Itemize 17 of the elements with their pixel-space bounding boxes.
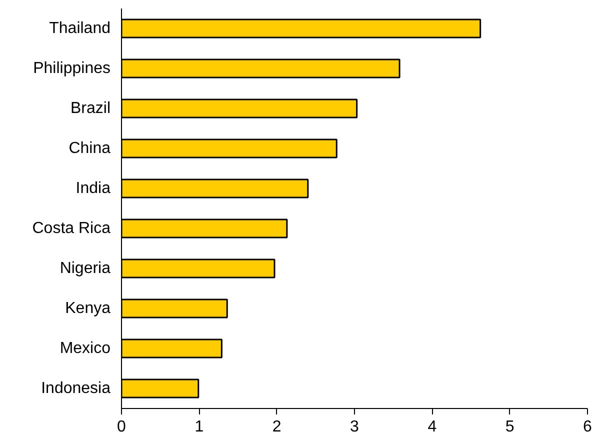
y-tick-label: Philippines bbox=[33, 60, 111, 77]
x-tick-label: 6 bbox=[583, 418, 592, 436]
y-tick-label: Mexico bbox=[60, 340, 111, 357]
x-tick-label: 4 bbox=[428, 418, 437, 436]
y-tick-label: Nigeria bbox=[60, 260, 111, 277]
x-tick-label: 0 bbox=[117, 418, 126, 436]
y-tick-label: Thailand bbox=[49, 20, 110, 37]
y-tick-label: India bbox=[76, 180, 111, 197]
x-tick-label: 1 bbox=[194, 418, 204, 436]
y-tick-label: Costa Rica bbox=[32, 220, 111, 237]
x-tick-label: 3 bbox=[350, 418, 360, 436]
y-tick-label: Brazil bbox=[70, 100, 111, 117]
y-tick-label: Kenya bbox=[65, 300, 111, 317]
x-tick-label: 5 bbox=[505, 418, 514, 436]
y-tick-label: Indonesia bbox=[41, 380, 111, 397]
x-tick-label: 2 bbox=[272, 418, 282, 436]
y-tick-label: China bbox=[68, 140, 111, 157]
